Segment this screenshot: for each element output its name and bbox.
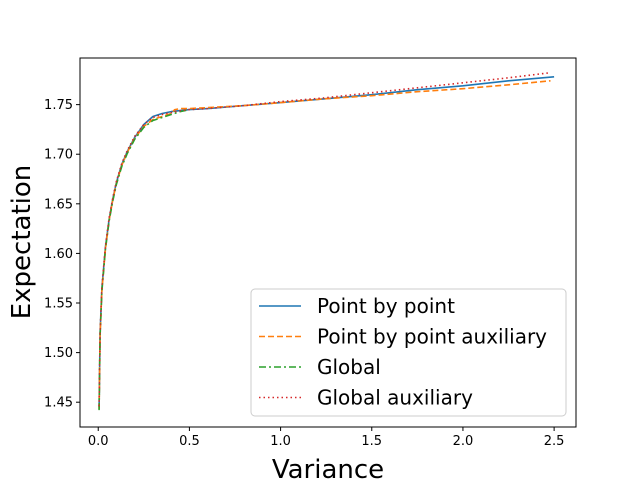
x-tick-label: 2.5 [544, 434, 565, 449]
y-tick-label: 1.60 [44, 247, 73, 262]
x-tick-label: 0.0 [88, 434, 109, 449]
series-line-3 [98, 108, 190, 411]
y-tick-label: 1.75 [44, 98, 73, 113]
x-tick-label: 2.0 [453, 434, 474, 449]
legend-label-3: Global [317, 355, 381, 379]
x-tick-label: 1.0 [270, 434, 291, 449]
x-tick-label: 1.5 [361, 434, 382, 449]
y-tick-label: 1.70 [44, 148, 73, 163]
legend: Point by point Point by point auxiliary Gl… [250, 288, 567, 417]
x-tick-label: 0.5 [179, 434, 200, 449]
legend-box [250, 288, 567, 417]
series-layer [98, 72, 555, 411]
y-tick-label: 1.45 [44, 396, 73, 411]
legend-label-4: Global auxiliary [317, 386, 473, 410]
y-axis: 1.45 1.50 1.55 1.60 1.65 1.70 1.75 [44, 98, 80, 411]
x-axis-title: Variance [272, 455, 384, 480]
y-tick-label: 1.65 [44, 197, 73, 212]
y-axis-title: Expectation [7, 165, 37, 320]
legend-label-1: Point by point [317, 294, 455, 318]
y-tick-label: 1.55 [44, 297, 73, 312]
series-line-4 [98, 72, 549, 407]
y-tick-label: 1.50 [44, 346, 73, 361]
legend-label-2: Point by point auxiliary [317, 325, 547, 349]
x-axis: 0.0 0.5 1.0 1.5 2.0 2.5 [88, 427, 565, 449]
plot-frame [79, 57, 577, 428]
